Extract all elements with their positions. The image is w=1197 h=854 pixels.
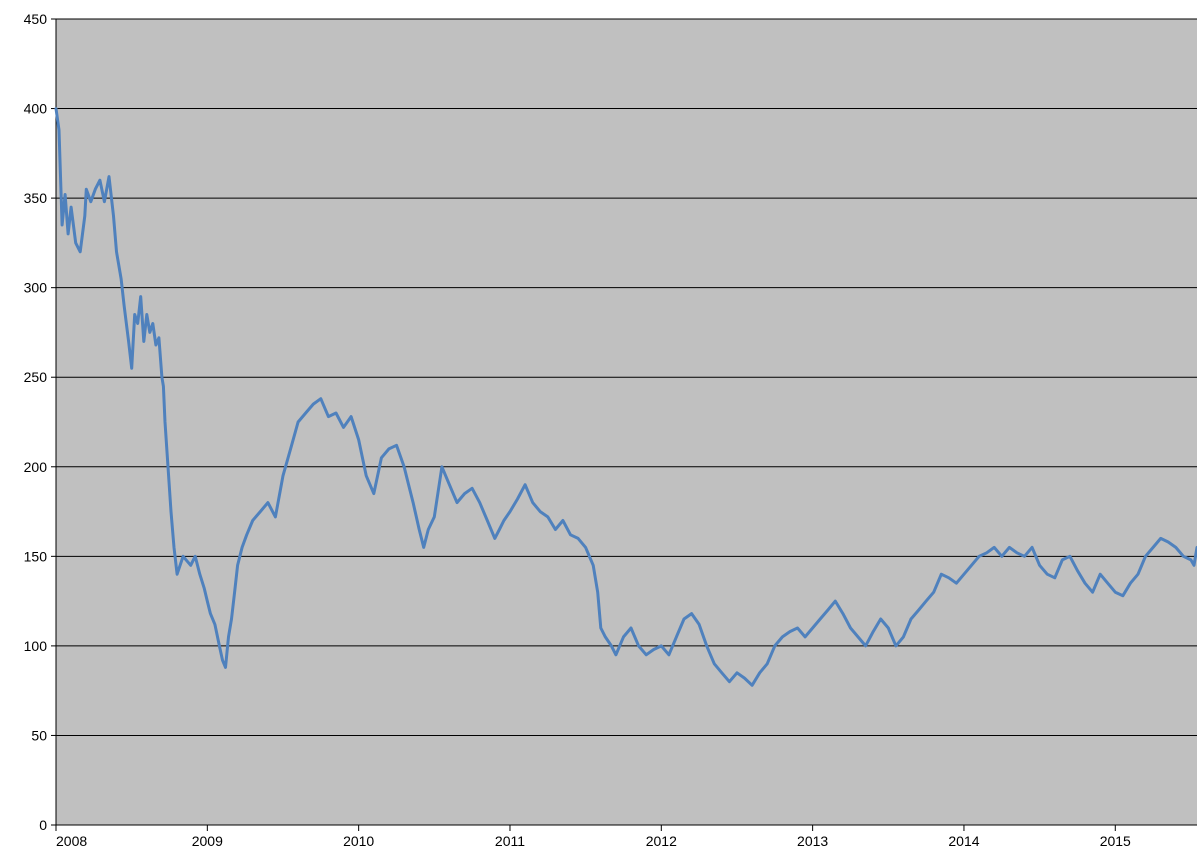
x-tick-label: 2008 xyxy=(56,833,87,849)
y-tick-label: 400 xyxy=(24,101,48,117)
y-tick-label: 50 xyxy=(31,727,47,743)
y-tick-label: 250 xyxy=(24,369,48,385)
x-tick-label: 2012 xyxy=(646,833,677,849)
x-tick-label: 2014 xyxy=(948,833,979,849)
x-tick-label: 2013 xyxy=(797,833,828,849)
y-tick-label: 150 xyxy=(24,548,48,564)
x-tick-label: 2010 xyxy=(343,833,374,849)
y-tick-label: 300 xyxy=(24,280,48,296)
gridlines xyxy=(56,18,1197,736)
x-axis-tick-labels: 2008 2009 2010 2011 2012 2013 2014 2015 xyxy=(55,825,1131,849)
y-tick-label: 0 xyxy=(39,817,47,833)
axes xyxy=(55,19,1197,826)
x-tick-label: 2009 xyxy=(192,833,223,849)
x-tick-label: 2015 xyxy=(1100,833,1131,849)
y-tick-label: 100 xyxy=(24,638,48,654)
series-line xyxy=(54,107,1197,687)
y-axis-tick-labels: 0 50 100 150 200 250 300 350 400 450 xyxy=(24,11,56,833)
y-tick-label: 200 xyxy=(24,459,48,475)
x-tick-label: 2011 xyxy=(495,833,525,849)
y-tick-label: 350 xyxy=(24,190,48,206)
y-tick-label: 450 xyxy=(24,11,48,27)
plot-area xyxy=(56,19,1197,825)
